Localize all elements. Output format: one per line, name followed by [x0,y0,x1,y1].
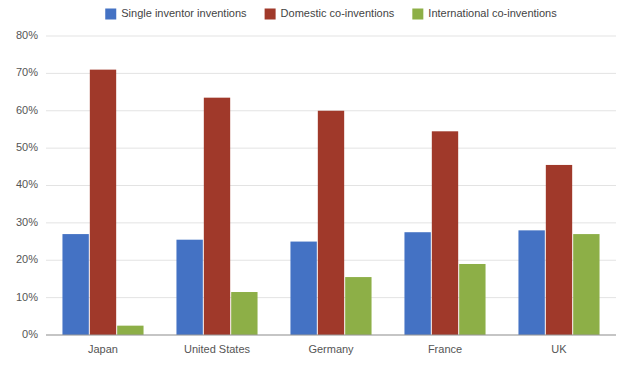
grid-line [46,73,616,74]
legend-swatch [265,9,276,20]
bar [432,131,458,335]
legend-swatch [105,9,116,20]
bar [290,242,316,335]
legend-label: Domestic co-inventions [281,7,395,19]
y-axis: 0% 10% 20% 30% 40% 50% 60% 70% 80% [16,29,616,340]
bar [62,234,88,335]
legend-label: Single inventor inventions [121,7,247,19]
bar [518,230,544,335]
bar [204,98,230,335]
y-tick-label: 10% [16,291,38,303]
bar [404,232,430,335]
y-tick-label: 80% [16,29,38,41]
x-axis-line [46,335,616,336]
y-tick-label: 20% [16,253,38,265]
legend-item: Single inventor inventions [105,7,247,20]
y-tick-label: 70% [16,66,38,78]
x-tick-label: France [428,343,462,355]
x-axis: Japan United States Germany France UK [88,343,567,355]
legend-label: International co-inventions [428,7,557,19]
grid-line [46,335,616,336]
bar [546,165,572,335]
legend-item: Domestic co-inventions [265,7,395,20]
legend-swatch [412,9,423,20]
bar [345,277,371,335]
y-tick-label: 40% [16,178,38,190]
bar [459,264,485,335]
bars [62,70,599,335]
y-tick-label: 50% [16,141,38,153]
bar [318,111,344,335]
chart: 0% 10% 20% 30% 40% 50% 60% 70% 80% Japan United St… [0,0,630,367]
x-tick-label: Japan [88,343,118,355]
bar [90,70,116,335]
bar [231,292,257,335]
legend: Single inventor inventions Domestic co-in… [105,7,557,20]
bar [176,240,202,335]
x-tick-label: Germany [308,343,354,355]
grid-line [46,36,616,37]
y-tick-label: 0% [22,328,38,340]
x-tick-label: UK [551,343,567,355]
legend-item: International co-inventions [412,7,557,20]
x-tick-label: United States [184,343,251,355]
y-tick-label: 30% [16,216,38,228]
bar [117,326,143,335]
y-tick-label: 60% [16,104,38,116]
bar [573,234,599,335]
